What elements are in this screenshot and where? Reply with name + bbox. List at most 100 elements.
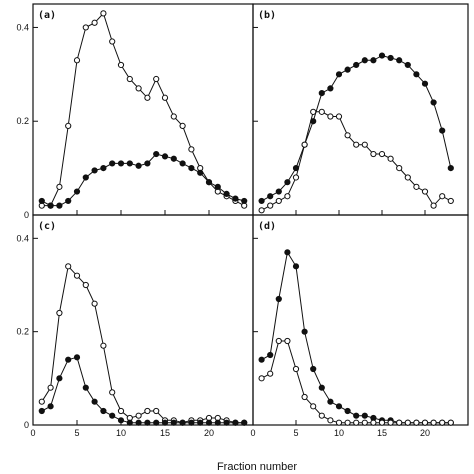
panel-d-open-series-point: [275, 337, 282, 345]
panel-c-open-series-line: [41, 265, 245, 424]
panel-b-open-series-point: [292, 174, 300, 181]
y-tick-label: 0.2: [16, 327, 29, 337]
panel-d-filled-series-point: [284, 249, 291, 256]
panel-b-open-series-point: [396, 165, 403, 172]
panel-a-open-series-point: [56, 183, 63, 190]
panel-d-open-series-point: [284, 337, 291, 345]
panel-d-filled-series-point: [318, 384, 325, 391]
panel-c-filled-series-point: [161, 419, 169, 426]
panel-b: (b): [252, 3, 469, 216]
panel-c-filled-series-point: [205, 419, 213, 426]
panel-b-filled-series-point: [275, 188, 282, 195]
panel-b-filled-series-point: [370, 57, 377, 64]
panel-c-filled-series-point: [65, 356, 72, 363]
panel-b-open-series-point: [275, 197, 282, 205]
panel-b-filled-series-point: [327, 85, 334, 92]
x-tick-label: 5: [74, 428, 79, 438]
panel-d-open-series-point: [361, 419, 368, 426]
panel-c-open-series-point: [56, 309, 63, 317]
panel-c-filled-series-point: [188, 419, 195, 426]
panel-b-open-series-point: [258, 207, 265, 214]
panel-d-open-series-point: [370, 419, 377, 426]
panel-a-open-series-point: [188, 146, 195, 153]
panel-d-open-series-point: [447, 419, 454, 426]
panel-a-open-series-point: [65, 122, 72, 130]
panel-a-filled-series-point: [179, 160, 186, 167]
panel-c-label: (c): [38, 221, 56, 232]
panel-d-open-series-line: [261, 340, 451, 424]
y-tick-label: 0.2: [16, 116, 29, 126]
panel-b-open-series-point: [439, 193, 446, 200]
panel-b-open-series-point: [335, 113, 343, 120]
panel-a-filled-series-point: [153, 150, 160, 158]
panel-c-filled-series-point: [47, 403, 54, 410]
panel-b-open-series-point: [284, 193, 291, 200]
panel-c-open-series-point: [144, 407, 151, 415]
x-tick-label: 20: [204, 428, 214, 438]
panel-d-open-series-point: [318, 412, 325, 419]
panel-d-open-series-point: [421, 419, 429, 426]
x-axis-label: Fraction number: [217, 461, 297, 473]
panel-b-open-series-point: [421, 188, 429, 195]
panel-d-filled-series-point: [267, 351, 274, 359]
x-tick-label: 10: [334, 428, 344, 438]
panel-d-filled-series-point: [258, 356, 265, 363]
panel-c-filled-series-point: [135, 419, 142, 426]
panel-b-filled-series-point: [421, 80, 429, 87]
panel-a-filled-series-point: [161, 153, 169, 160]
panel-a-open-series-point: [117, 61, 125, 69]
panel-b-filled-series-point: [447, 165, 454, 172]
y-tick-label: 0.4: [16, 22, 29, 32]
panel-d-open-series-point: [430, 419, 437, 426]
panel-b-filled-series-point: [413, 71, 420, 78]
panel-c-filled-series-point: [232, 419, 239, 426]
panel-c-filled-series-point: [223, 419, 230, 426]
panel-b-filled-series-point: [267, 193, 274, 200]
panel-a-filled-series-point: [73, 188, 81, 195]
x-tick-label: 10: [116, 428, 126, 438]
panel-c-filled-series-point: [91, 398, 98, 405]
panel-a-open-series-point: [153, 75, 160, 83]
panel-b-filled-series-point: [378, 52, 386, 59]
panel-b-filled-series-point: [387, 54, 394, 62]
panel-d-filled-series-point: [353, 412, 360, 419]
panel-c-filled-series-point: [117, 417, 125, 424]
panel-b-filled-series-point: [430, 99, 437, 106]
panel-d-open-series-point: [335, 419, 343, 426]
panel-b-open-series-point: [378, 150, 386, 158]
panel-a-open-series-point: [73, 57, 81, 64]
panel-b-open-series-point: [413, 183, 420, 190]
panel-d-label: (d): [258, 221, 276, 232]
panel-b-filled-series-point: [404, 61, 411, 69]
panel-c-open-series-point: [100, 342, 107, 349]
panel-c-filled-series-point: [144, 419, 151, 426]
y-tick-label: 0: [24, 420, 29, 430]
panel-d-open-series-point: [310, 403, 317, 410]
panel-d-filled-series-point: [292, 263, 300, 270]
panel-c-filled-series-point: [214, 419, 221, 426]
panel-d-open-series-point: [344, 419, 351, 426]
panel-a-filled-series-point: [197, 169, 204, 176]
panel-a-filled-series-point: [100, 165, 107, 172]
panel-b-open-series-point: [387, 155, 394, 162]
panel-b-open-series-point: [370, 150, 377, 158]
panel-a-filled-series-point: [144, 160, 151, 167]
panel-c-open-series-point: [65, 263, 72, 270]
panel-c-open-series-point: [153, 407, 160, 415]
panel-d: 0 5 10 15 20 (d): [250, 214, 469, 438]
panel-d-filled-series-point: [301, 328, 308, 335]
panel-a-open-series-point: [82, 24, 89, 31]
panel-a-frame: [32, 3, 254, 216]
panel-c-open-series-point: [91, 300, 98, 307]
panels: 0 0.2 0.4 (a) (b) 0 5 10 15 20 0 0.2 0.4 (c) 0 5 10 15 20 (…: [16, 3, 469, 438]
panel-c-filled-series-point: [153, 419, 160, 426]
panel-c-filled-series-point: [241, 419, 248, 426]
panel-c-filled-series-point: [82, 384, 89, 391]
panel-b-open-series-point: [353, 141, 360, 148]
panel-c-filled-series-point: [170, 419, 177, 426]
panel-c-open-series-point: [135, 412, 142, 419]
panel-c-frame: [32, 214, 254, 426]
panel-b-open-series-point: [404, 174, 411, 181]
panel-d-open-series-point: [396, 419, 403, 426]
panel-a-filled-series-point: [82, 174, 89, 181]
